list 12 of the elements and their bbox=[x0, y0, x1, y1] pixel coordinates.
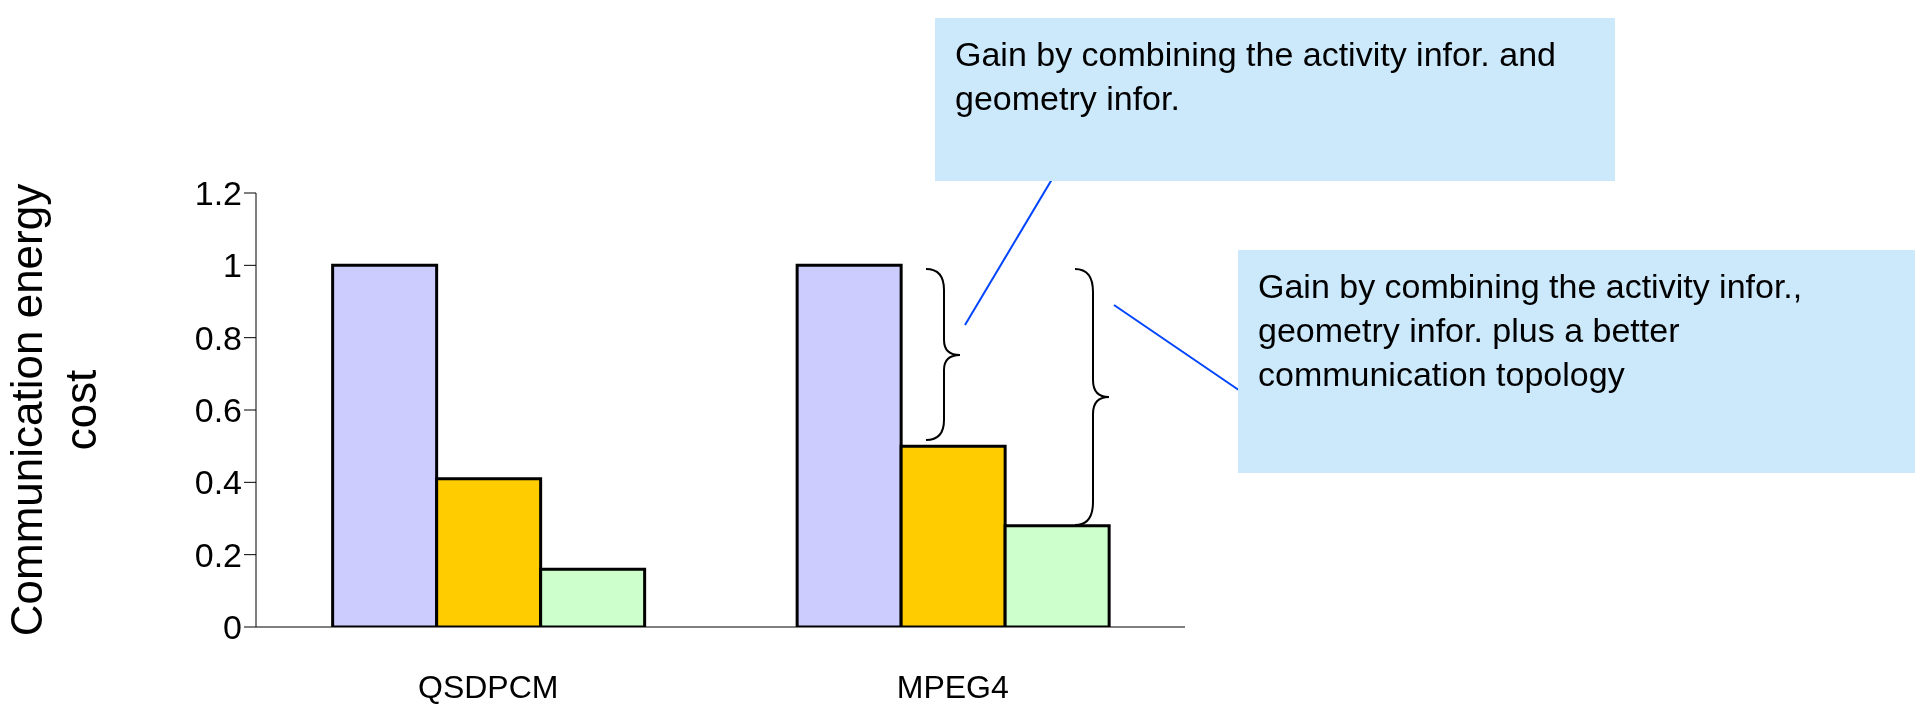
y-tick-label: 0.4 bbox=[194, 463, 242, 502]
x-tick-label: QSDPCM bbox=[418, 668, 559, 705]
y-tick-label: 0.6 bbox=[194, 391, 242, 430]
text: Gain by combining the activity infor. and geometry infor. bbox=[935, 18, 1615, 181]
y-tick-label: 0.2 bbox=[194, 535, 242, 574]
text: Gain by combining the activity infor., geometry infor. plus a better communication topology bbox=[1238, 250, 1915, 473]
y-axis-title: Communication energy cost bbox=[1, 182, 106, 639]
y-tick-label: 0.8 bbox=[194, 318, 242, 357]
y-tick-label: 1.2 bbox=[194, 174, 242, 213]
y-tick-label: 0 bbox=[223, 608, 242, 647]
y-tick-label: 1 bbox=[223, 246, 242, 285]
x-tick-label: MPEG4 bbox=[896, 668, 1009, 705]
